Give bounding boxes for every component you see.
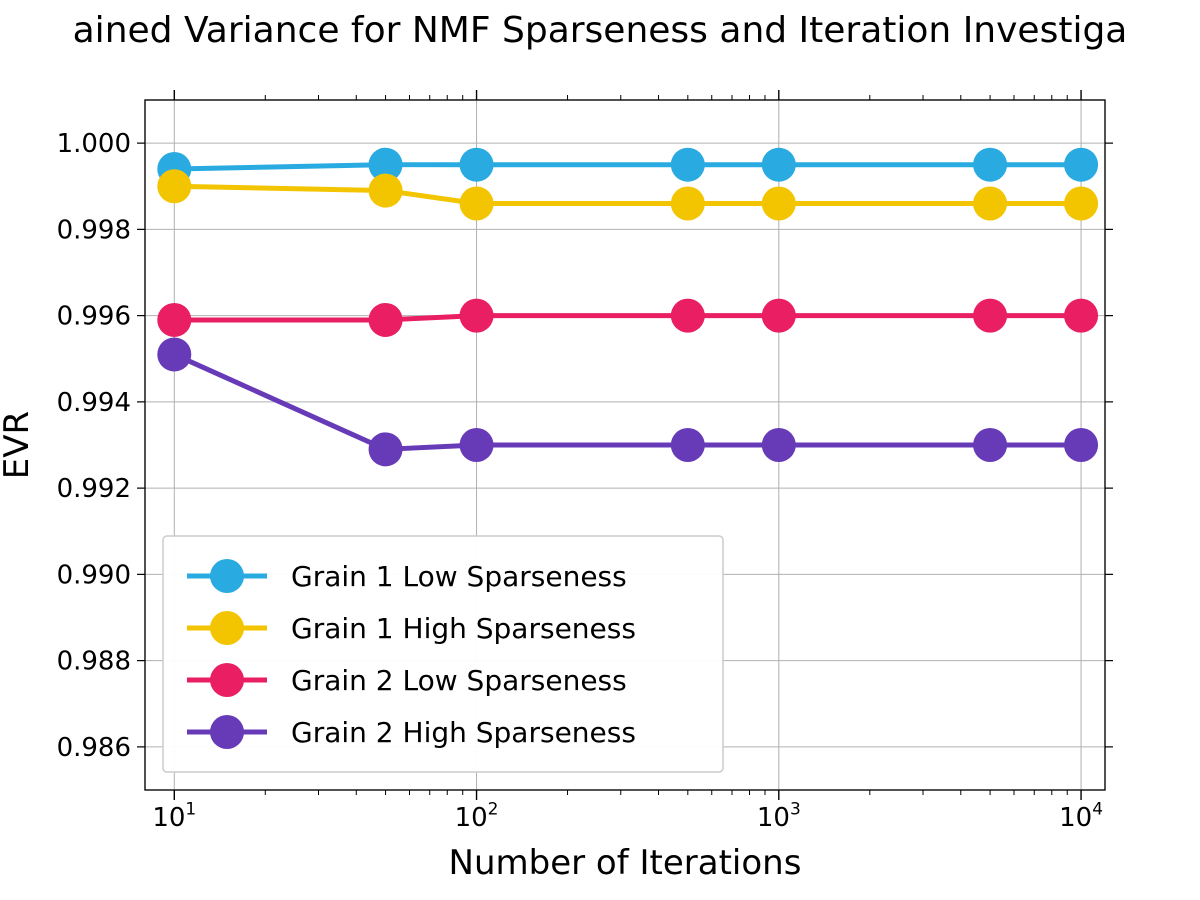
series-marker bbox=[762, 148, 796, 182]
legend-label: Grain 1 High Sparseness bbox=[291, 612, 636, 645]
series-marker bbox=[157, 169, 191, 203]
legend-marker bbox=[210, 611, 244, 645]
chart-title: ained Variance for NMF Sparseness and It… bbox=[73, 10, 1128, 51]
series-marker bbox=[157, 337, 191, 371]
legend-label: Grain 1 Low Sparseness bbox=[291, 560, 627, 593]
series-marker bbox=[460, 187, 494, 221]
legend-label: Grain 2 High Sparseness bbox=[291, 716, 636, 749]
series-marker bbox=[1064, 148, 1098, 182]
y-tick-label: 0.994 bbox=[57, 388, 131, 418]
y-tick-label: 0.998 bbox=[57, 215, 131, 245]
chart-svg: ained Variance for NMF Sparseness and It… bbox=[0, 0, 1200, 900]
y-tick-label: 0.988 bbox=[57, 647, 131, 677]
legend-marker bbox=[210, 559, 244, 593]
series-marker bbox=[762, 187, 796, 221]
series-marker bbox=[369, 303, 403, 337]
series-marker bbox=[1064, 299, 1098, 333]
y-axis-label: EVR bbox=[0, 411, 37, 479]
series-marker bbox=[1064, 187, 1098, 221]
y-tick-label: 0.992 bbox=[57, 474, 131, 504]
chart-container: ained Variance for NMF Sparseness and It… bbox=[0, 0, 1200, 900]
legend: Grain 1 Low Sparseness Grain 1 High Spars… bbox=[163, 536, 723, 772]
series-marker bbox=[460, 148, 494, 182]
series-marker bbox=[973, 148, 1007, 182]
series-marker bbox=[157, 303, 191, 337]
series-marker bbox=[671, 299, 705, 333]
series-marker bbox=[671, 187, 705, 221]
series-marker bbox=[460, 299, 494, 333]
y-tick-label: 0.996 bbox=[57, 302, 131, 332]
y-tick-label: 1.000 bbox=[57, 129, 131, 159]
series-marker bbox=[1064, 428, 1098, 462]
series-marker bbox=[671, 428, 705, 462]
y-tick-label: 0.986 bbox=[57, 733, 131, 763]
series-marker bbox=[369, 174, 403, 208]
legend-marker bbox=[210, 715, 244, 749]
series-marker bbox=[973, 428, 1007, 462]
series-marker bbox=[671, 148, 705, 182]
series-marker bbox=[762, 428, 796, 462]
series-marker bbox=[973, 299, 1007, 333]
x-axis-label: Number of Iterations bbox=[449, 843, 802, 883]
series-marker bbox=[460, 428, 494, 462]
series-marker bbox=[369, 432, 403, 466]
series-marker bbox=[973, 187, 1007, 221]
series-marker bbox=[762, 299, 796, 333]
y-tick-label: 0.990 bbox=[57, 560, 131, 590]
legend-marker bbox=[210, 663, 244, 697]
legend-label: Grain 2 Low Sparseness bbox=[291, 664, 627, 697]
